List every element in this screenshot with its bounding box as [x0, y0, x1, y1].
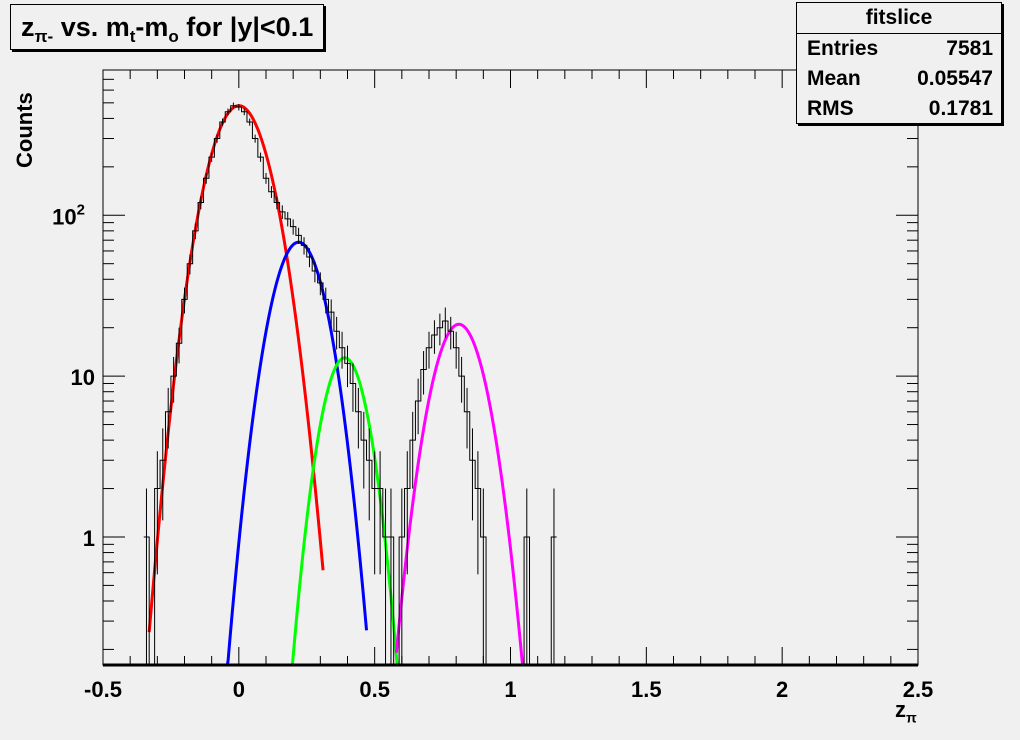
y-tick-label: 10: [71, 365, 95, 390]
x-axis-label: zπ: [895, 697, 917, 726]
y-axis-label: Counts: [12, 92, 37, 168]
histogram-outline: [143, 105, 557, 666]
x-tick-label: 2.5: [903, 677, 934, 702]
fit-curve-blue: [225, 240, 369, 667]
fit-curve-magenta: [394, 322, 525, 667]
stats-row-rms: RMS 0.1781: [807, 97, 993, 120]
plot-area: [102, 69, 919, 666]
x-tick-label: 2: [776, 677, 788, 702]
x-tick-label: 1: [504, 677, 516, 702]
tick-labels: -0.5 0 0.5 1 1.5 2 2.5 1 10 102: [52, 201, 933, 702]
y-tick-label: 1: [83, 526, 95, 551]
chart-title: zπ- vs. mt-mo for |y|<0.1: [10, 4, 325, 50]
stats-row-entries: Entries 7581: [807, 37, 993, 60]
x-tick-label: 0: [233, 677, 245, 702]
x-tick-label: 1.5: [631, 677, 662, 702]
histogram: [103, 102, 918, 667]
x-tick-label: 0.5: [359, 677, 390, 702]
stats-row-mean: Mean 0.05547: [807, 67, 993, 90]
stats-title: fitslice: [797, 3, 1001, 34]
x-tick-label: -0.5: [84, 677, 122, 702]
y-tick-label: 102: [52, 201, 85, 229]
stats-box: fitslice Entries 7581 Mean 0.05547 RMS 0.17…: [796, 2, 1002, 124]
